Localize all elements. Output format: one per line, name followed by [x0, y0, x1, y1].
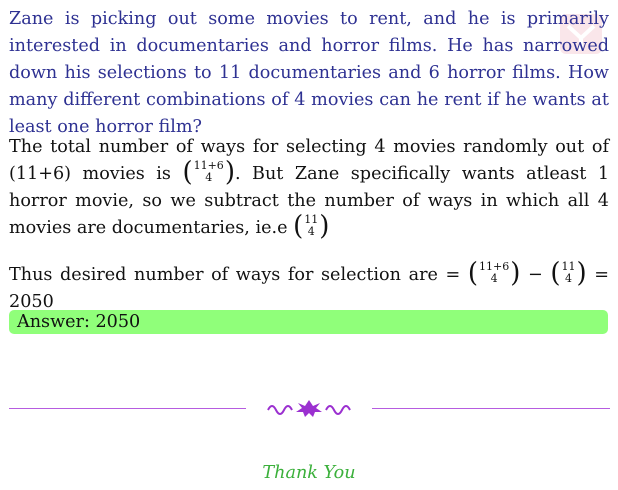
- conclusion-lead: Thus desired number of ways for selectio…: [9, 265, 461, 285]
- solution-paragraph: The total number of ways for selecting 4…: [9, 134, 609, 242]
- divider-left: [9, 408, 246, 409]
- minus-sign: −: [528, 265, 543, 285]
- watermark-logo: [560, 14, 602, 54]
- binom-b: ( 11 4 ): [550, 257, 587, 289]
- binom-documentaries: ( 11 4 ): [293, 210, 330, 242]
- binom-doc-bottom: 4: [307, 225, 315, 238]
- conclusion-line: Thus desired number of ways for selectio…: [9, 257, 610, 316]
- binom-total-top: 11+6: [193, 159, 224, 172]
- binom-total-bottom: 4: [205, 171, 213, 184]
- question-paragraph: Zane is picking out some movies to rent,…: [9, 9, 609, 137]
- answer-box: Answer: 2050: [9, 310, 608, 334]
- binom-doc-top: 11: [304, 213, 319, 226]
- binom-total: ( 11+6 4 ): [182, 156, 235, 188]
- thank-you-text: Thank You: [262, 463, 356, 483]
- binom-a-bottom: 4: [490, 272, 498, 285]
- binom-b-bottom: 4: [565, 272, 573, 285]
- solution-text-2: . But Zane specifically wants atleast 1 …: [9, 164, 610, 238]
- answer-label: Answer: 2050: [17, 312, 141, 332]
- binom-b-top: 11: [561, 260, 576, 273]
- ornament-icon: [267, 400, 351, 417]
- solution-text-1: The total number of ways for selecting 4…: [9, 137, 609, 184]
- binom-a-top: 11+6: [479, 260, 510, 273]
- result-value: = 2050: [9, 265, 610, 312]
- binom-a: ( 11+6 4 ): [467, 257, 521, 289]
- divider-right: [372, 408, 610, 409]
